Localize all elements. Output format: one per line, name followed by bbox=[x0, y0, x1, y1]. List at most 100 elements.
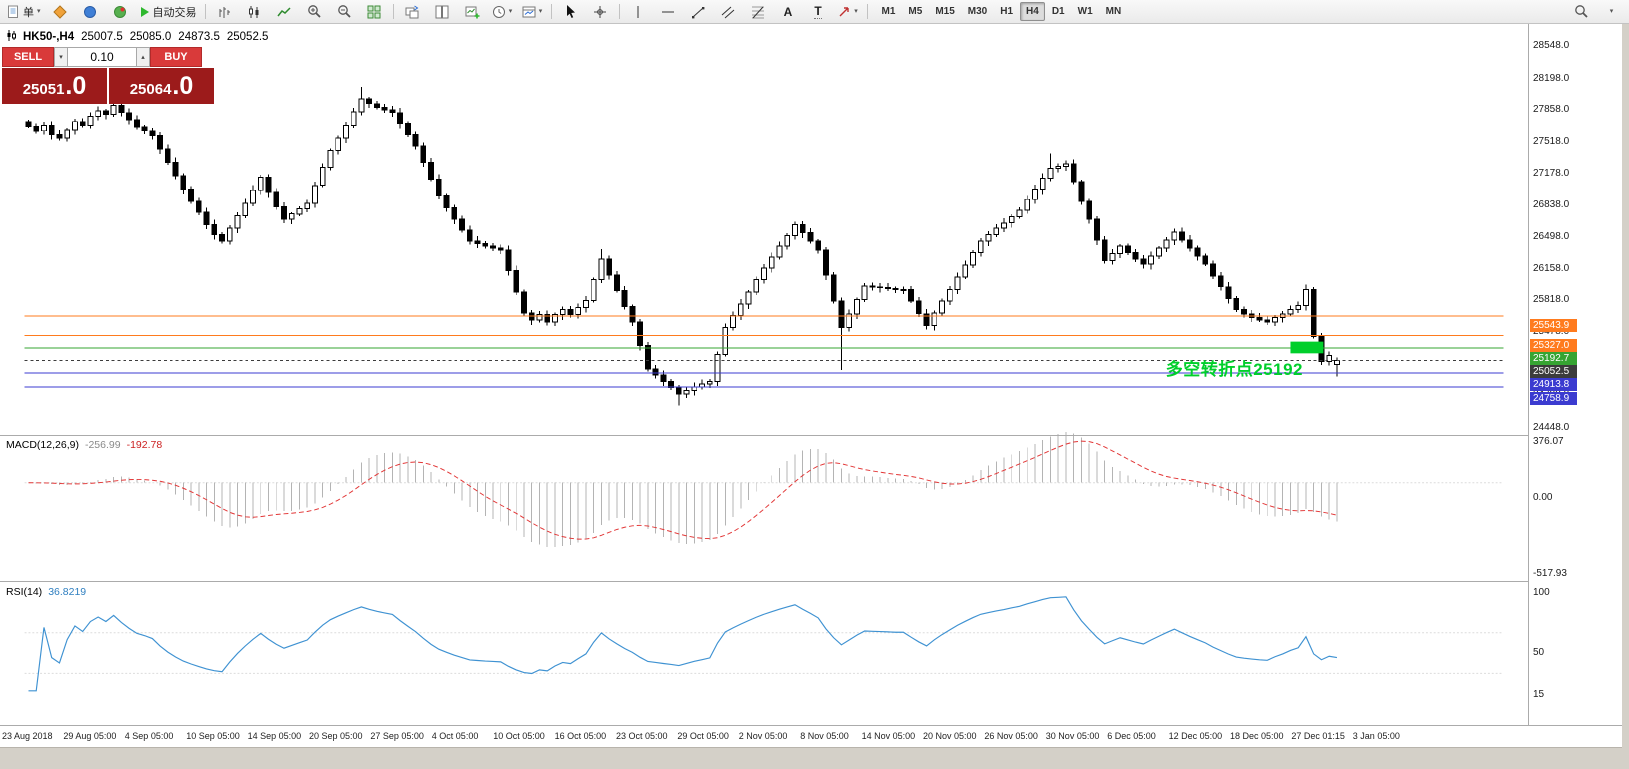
toolbar-separator bbox=[204, 4, 206, 19]
ohlc-low: 24873.5 bbox=[178, 31, 220, 43]
ohlc-close: 25052.5 bbox=[226, 31, 269, 43]
volume-input[interactable] bbox=[68, 47, 136, 67]
candle-body bbox=[1210, 263, 1216, 277]
candle-body bbox=[745, 291, 752, 305]
timeframe-button-w1[interactable]: W1 bbox=[1077, 6, 1093, 17]
profiles-button[interactable]: ▾ bbox=[488, 1, 517, 23]
metaeditor-button[interactable] bbox=[46, 1, 75, 23]
sell-price-display[interactable]: 25051 .0 bbox=[2, 68, 107, 104]
zoom-out-button[interactable] bbox=[330, 1, 359, 23]
candle-body bbox=[730, 315, 736, 328]
chart-canvas[interactable] bbox=[0, 24, 1528, 745]
toolbar-separator bbox=[392, 4, 394, 19]
toolbar-more-button[interactable]: ▾ bbox=[1597, 1, 1626, 23]
candle-body bbox=[273, 191, 280, 208]
timeframe-button-mn[interactable]: MN bbox=[1105, 6, 1122, 17]
rsi-tick-label: 50 bbox=[1533, 647, 1545, 658]
candle-body bbox=[815, 240, 822, 251]
pane-separator[interactable] bbox=[0, 581, 1629, 582]
candle-body bbox=[265, 177, 272, 193]
text-tool-button[interactable]: A bbox=[774, 1, 803, 23]
arrows-tool-button[interactable]: ▾ bbox=[834, 1, 863, 23]
price-axis[interactable]: 28548.0 28198.0 27858.0 27518.0 27178.0 26838… bbox=[1529, 24, 1622, 725]
candle-body bbox=[48, 124, 55, 135]
buy-button[interactable]: BUY bbox=[150, 47, 202, 67]
vertical-line-button[interactable] bbox=[624, 1, 653, 23]
candle-body bbox=[768, 256, 775, 269]
templates-button[interactable]: ▾ bbox=[518, 1, 547, 23]
candle-body bbox=[699, 383, 705, 388]
candle-body bbox=[428, 161, 434, 180]
one-click-trade-panel: SELL ▾ ▴ BUY 25051 .0 25064 .0 bbox=[2, 47, 214, 104]
candle-body bbox=[404, 123, 411, 135]
chevron-down-icon: ▾ bbox=[538, 8, 543, 15]
timeframe-button-m5[interactable]: M5 bbox=[908, 6, 923, 17]
price-tick-label: 26158.0 bbox=[1533, 262, 1570, 274]
timeframe-button-m15[interactable]: M15 bbox=[935, 6, 955, 17]
timeframe-button-m30[interactable]: M30 bbox=[967, 6, 988, 17]
timeframe-button-h1[interactable]: H1 bbox=[1000, 6, 1014, 17]
toolbar-separator bbox=[618, 4, 620, 19]
price-tick-label: 27178.0 bbox=[1533, 167, 1570, 179]
chevron-down-icon: ▾ bbox=[1609, 8, 1614, 15]
candle-body bbox=[234, 215, 241, 229]
tile-windows-button[interactable] bbox=[360, 1, 389, 23]
search-icon bbox=[1574, 4, 1589, 19]
candle-body bbox=[149, 130, 156, 136]
cursor-button[interactable] bbox=[556, 1, 585, 23]
line-chart-button[interactable] bbox=[270, 1, 299, 23]
chart-header: HK50-,H4 25007.5 25085.0 24873.5 25052.5 bbox=[6, 30, 268, 44]
market-button[interactable] bbox=[106, 1, 135, 23]
time-axis-label: 2 Nov 05:00 bbox=[738, 731, 788, 741]
pane-separator[interactable] bbox=[0, 435, 1629, 436]
fibonacci-button[interactable] bbox=[744, 1, 773, 23]
ohlc-high: 25085.0 bbox=[129, 31, 172, 43]
price-tick-label: 26838.0 bbox=[1533, 199, 1570, 211]
zoom-in-button[interactable] bbox=[300, 1, 329, 23]
time-axis-label: 29 Oct 05:00 bbox=[677, 731, 729, 741]
search-button[interactable] bbox=[1567, 1, 1596, 23]
candle-body bbox=[1124, 245, 1131, 253]
bar-chart-button[interactable] bbox=[210, 1, 239, 23]
rsi-value: 36.8219 bbox=[48, 586, 87, 598]
candle-body bbox=[1287, 308, 1294, 315]
community-button[interactable] bbox=[76, 1, 105, 23]
candle-body bbox=[1233, 297, 1240, 310]
new-order-button[interactable]: 单 ▾ bbox=[3, 1, 45, 23]
rsi-tick-label: 15 bbox=[1533, 689, 1545, 700]
volume-increase-button[interactable]: ▴ bbox=[136, 47, 150, 67]
volume-decrease-button[interactable]: ▾ bbox=[54, 47, 68, 67]
timeframe-button-h4[interactable]: H4 bbox=[1020, 2, 1045, 21]
candle-body bbox=[606, 258, 613, 276]
candle-body bbox=[1295, 305, 1302, 310]
timeframe-button-d1[interactable]: D1 bbox=[1051, 6, 1065, 17]
timeframe-button-m1[interactable]: M1 bbox=[881, 6, 896, 17]
candle-body bbox=[412, 133, 419, 147]
candle-body bbox=[915, 300, 922, 315]
autotrading-button[interactable]: 自动交易 bbox=[136, 1, 201, 23]
candle-body bbox=[861, 285, 868, 300]
sell-button[interactable]: SELL bbox=[2, 47, 54, 67]
candle-body bbox=[544, 314, 551, 323]
macd-name: MACD(12,26,9) bbox=[6, 439, 79, 451]
cursor-icon bbox=[564, 4, 577, 19]
channel-button[interactable] bbox=[714, 1, 743, 23]
horizontal-line-button[interactable] bbox=[654, 1, 683, 23]
label-tool-button[interactable]: T bbox=[804, 1, 833, 23]
price-tick-label: 26498.0 bbox=[1533, 231, 1570, 242]
crosshair-button[interactable] bbox=[586, 1, 615, 23]
candle-body bbox=[1279, 313, 1286, 318]
candlestick-chart-button[interactable] bbox=[240, 1, 269, 23]
tile-vertical-button[interactable] bbox=[428, 1, 457, 23]
buy-price-display[interactable]: 25064 .0 bbox=[109, 68, 214, 104]
new-chart-button[interactable] bbox=[458, 1, 487, 23]
time-axis-label: 16 Oct 05:00 bbox=[554, 731, 607, 741]
candle-body bbox=[683, 390, 690, 395]
macd-tick-label: -517.93 bbox=[1533, 568, 1567, 580]
time-axis[interactable]: 23 Aug 2018 29 Aug 05:00 4 Sep 05:00 10 Sep… bbox=[0, 726, 1629, 747]
trendline-button[interactable] bbox=[684, 1, 713, 23]
candle-body bbox=[629, 306, 636, 323]
candle-body bbox=[327, 150, 334, 169]
cascade-windows-button[interactable] bbox=[398, 1, 427, 23]
current-price-tag: 25052.5 bbox=[1530, 364, 1577, 378]
